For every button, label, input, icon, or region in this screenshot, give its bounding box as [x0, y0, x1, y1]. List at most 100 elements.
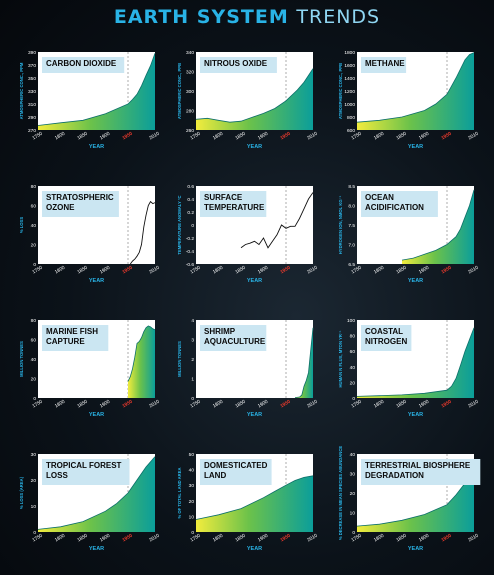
y-axis-title: ATMOSPHERIC CONC., PPB [177, 63, 182, 119]
x-tick-label: 1950 [279, 399, 292, 410]
chart-title: NITROUS OXIDE [204, 59, 268, 68]
x-tick-label: 1850 [395, 131, 408, 142]
y-tick-label: 0.2 [187, 210, 194, 216]
y-tick-label: 1600 [344, 63, 355, 69]
chart-methane: METHANE 600 800 1000 1200 1400 1600 1800 1750 180… [338, 50, 480, 150]
series-line [129, 200, 156, 265]
x-tick-label: 1750 [189, 533, 202, 544]
chart-title: LOSS [46, 471, 68, 480]
chart-label-box [361, 459, 481, 485]
x-tick-label: 2010 [467, 265, 480, 276]
y-tick-label: 800 [347, 115, 355, 121]
chart-title: MARINE FISH [46, 327, 98, 336]
y-tick-label: 10 [189, 514, 195, 520]
series-line [356, 467, 475, 527]
y-tick-label: 1800 [344, 50, 355, 56]
y-tick-label: 7.5 [348, 223, 355, 229]
x-tick-label: 2010 [467, 533, 480, 544]
y-tick-label: 7.0 [348, 243, 355, 249]
x-tick-label: 1900 [99, 265, 112, 276]
y-tick-label: 60 [31, 204, 37, 210]
y-tick-label: 100 [347, 318, 355, 324]
chart-label-box [200, 325, 267, 351]
y-tick-label: 0 [352, 530, 355, 536]
y-tick-label: 40 [31, 357, 37, 363]
chart-label-box [200, 191, 267, 217]
x-tick-label: 1950 [440, 265, 453, 276]
chart-title: STRATOSPHERIC [46, 193, 114, 202]
y-tick-label: 0 [191, 223, 194, 229]
x-tick-label: 1750 [350, 265, 363, 276]
x-tick-label: 1850 [234, 533, 247, 544]
x-tick-label: 1850 [395, 399, 408, 410]
y-tick-label: 20 [189, 499, 195, 505]
y-tick-label: 390 [28, 50, 36, 56]
chart-label-box [42, 191, 119, 217]
y-tick-label: 1200 [344, 89, 355, 95]
x-tick-label: 1850 [234, 265, 247, 276]
y-axis-title: TEMPERATURE ANOMALY °C [177, 195, 182, 254]
y-tick-label: 600 [347, 128, 355, 134]
chart-title: OCEAN [365, 193, 394, 202]
x-tick-label: 1800 [54, 131, 67, 142]
chart-title: TERRESTRIAL BIOSPHERE [365, 461, 471, 470]
chart-title: AQUACULTURE [204, 337, 266, 346]
x-tick-label: 2010 [148, 131, 161, 142]
x-tick-label: 1950 [440, 533, 453, 544]
series-area [38, 53, 155, 130]
series-area [295, 327, 313, 398]
x-tick-label: 1750 [189, 131, 202, 142]
x-axis-title: YEAR [247, 144, 262, 150]
x-tick-label: 1950 [279, 265, 292, 276]
chart-title: TROPICAL FOREST [46, 461, 122, 470]
x-tick-label: 2010 [306, 131, 319, 142]
x-tick-label: 1800 [212, 399, 225, 410]
x-tick-label: 1850 [76, 131, 89, 142]
x-tick-label: 2010 [306, 533, 319, 544]
y-tick-label: 20 [31, 478, 37, 484]
x-tick-label: 1900 [257, 265, 270, 276]
x-axis-title: YEAR [408, 278, 423, 284]
y-tick-label: 60 [31, 338, 37, 344]
series-area [357, 327, 474, 398]
y-tick-label: 10 [350, 511, 356, 517]
x-tick-label: 1950 [121, 265, 134, 276]
y-tick-label: 0 [33, 530, 36, 536]
x-tick-label: 2010 [306, 399, 319, 410]
chart-title: CAPTURE [46, 337, 85, 346]
chart-label-box [42, 57, 125, 73]
series-line [195, 68, 314, 123]
x-tick-label: 1850 [76, 399, 89, 410]
y-axis-title: ATMOSPHERIC CONC., PPM [19, 62, 24, 119]
y-tick-label: 50 [189, 452, 195, 458]
x-tick-label: 1800 [212, 265, 225, 276]
y-tick-label: 0.6 [187, 184, 194, 190]
y-tick-label: 330 [28, 89, 36, 95]
title-bold: EARTH SYSTEM [113, 6, 289, 28]
x-tick-label: 1800 [212, 131, 225, 142]
x-tick-label: 2010 [467, 131, 480, 142]
y-tick-label: 0 [33, 396, 36, 402]
chart-title: SURFACE [204, 193, 243, 202]
chart-label-box [42, 325, 109, 351]
series-line [356, 327, 475, 397]
x-tick-label: 1850 [76, 265, 89, 276]
y-tick-label: 1400 [344, 76, 355, 82]
y-tick-label: 8.5 [348, 184, 355, 190]
y-tick-label: 0 [191, 396, 194, 402]
chart-title: METHANE [365, 59, 405, 68]
x-tick-label: 1750 [350, 131, 363, 142]
x-tick-label: 1900 [418, 265, 431, 276]
x-tick-label: 1800 [212, 533, 225, 544]
chart-title: OZONE [46, 203, 75, 212]
x-tick-label: 1750 [31, 399, 44, 410]
y-tick-label: 4 [191, 318, 194, 324]
chart-carbon-dioxide: CARBON DIOXIDE 270 290 310 330 350 370 390 1750 1… [19, 50, 161, 150]
series-line [195, 475, 314, 520]
x-axis-title: YEAR [247, 278, 262, 284]
